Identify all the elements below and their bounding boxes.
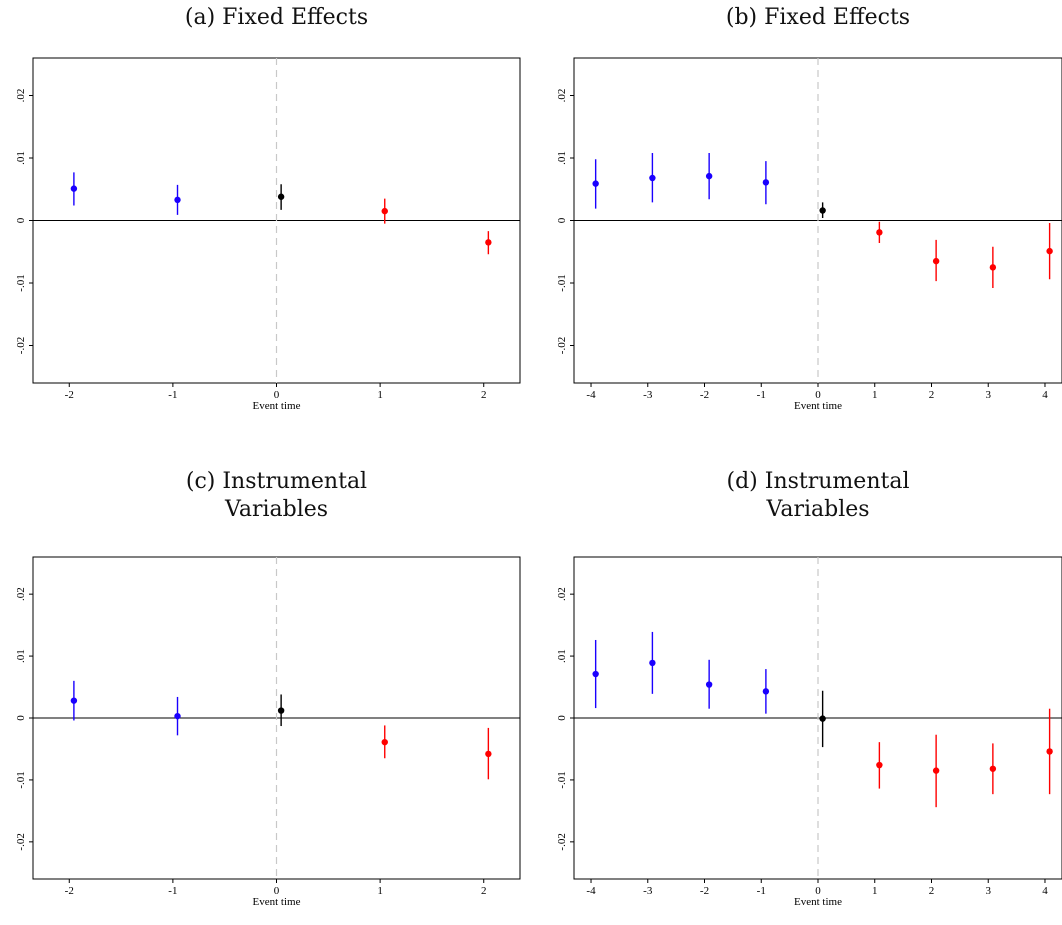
x-axis-label: Event time [253,400,301,412]
point-estimate [932,257,940,265]
point-estimate [649,659,656,667]
x-tick-label: 0 [274,885,280,897]
point-estimate [174,196,181,204]
x-tick-label: -4 [586,389,596,401]
panel-c: -.02 -.01 0 .01 .02 -2 -1 0 1 2 Event time [15,556,521,908]
point-estimate [174,712,181,720]
point-estimate [381,738,388,746]
y-tick-label: -.01 [15,771,27,788]
point-estimate [277,707,285,714]
point-estimate [819,207,826,214]
x-tick-label: 1 [872,885,878,897]
x-tick-label: 0 [815,389,821,401]
y-tick-label: .02 [556,89,568,103]
x-tick-label: -3 [643,885,653,897]
x-tick-label: -3 [643,389,653,401]
y-tick-label: -.01 [556,771,568,788]
y-tick-label: .01 [556,649,568,663]
point-estimate [876,229,883,236]
point-estimate [592,180,599,187]
x-tick-label: 2 [481,885,487,897]
y-tick-label: .01 [15,151,27,165]
y-tick-label: 0 [15,715,27,721]
point-estimate [876,761,883,769]
x-tick-label: 4 [1042,885,1048,897]
y-tick-label: -.02 [556,337,568,354]
x-tick-label: 3 [985,389,991,401]
y-tick-label: -.02 [15,337,27,354]
y-tick-label: 0 [556,217,568,223]
x-tick-label: 1 [377,389,383,401]
point-estimate [1046,247,1053,255]
point-estimate [705,172,713,180]
point-estimate [70,697,78,704]
x-tick-label: 1 [872,389,878,401]
x-tick-label: 4 [1042,389,1048,401]
y-tick-label: .02 [15,587,27,601]
y-tick-label: .02 [556,587,568,601]
x-axis-label: Event time [253,896,301,908]
y-tick-label: .02 [15,89,27,103]
x-tick-label: -1 [168,885,177,897]
y-tick-label: -.02 [556,833,568,850]
y-tick-label: -.01 [15,274,27,291]
panel-b-title: (b) Fixed Effects [725,5,911,30]
panel-d-title: (d) Instrumental Variables [726,469,910,522]
point-estimate [819,715,826,722]
point-estimate [381,207,388,215]
y-tick-label: -.02 [15,833,27,850]
x-tick-label: -2 [65,885,74,897]
x-tick-label: -1 [757,389,766,401]
point-estimate [649,174,656,182]
panel-d: -.02 -.01 0 .01 .02 -4 -3 -2 -1 0 1 2 3 4 Event time [556,556,1062,908]
y-tick-label: 0 [556,715,568,721]
y-tick-label: 0 [15,217,27,223]
x-tick-label: 0 [274,389,280,401]
point-estimate [485,239,492,246]
x-tick-label: -2 [700,389,709,401]
point-estimate [592,670,599,678]
x-tick-label: 2 [929,389,935,401]
x-tick-label: -4 [586,885,596,897]
point-estimate [705,681,713,688]
x-axis-label: Event time [794,400,842,412]
point-estimate [70,185,78,192]
point-estimate [989,765,997,772]
panel-b: -.02 -.01 0 .01 .02 -4 -3 -2 -1 0 1 2 3 4 Event time [556,57,1062,412]
y-tick-label: .01 [556,151,568,165]
point-estimate [762,179,770,186]
x-tick-label: -1 [757,885,766,897]
point-estimate [762,688,770,695]
point-estimate [989,264,997,271]
x-tick-label: 2 [929,885,935,897]
y-tick-label: .01 [15,649,27,663]
x-tick-label: 2 [481,389,487,401]
x-tick-label: -2 [65,389,74,401]
panel-c-title: (c) Instrumental Variables [185,469,368,522]
panel-a-title: (a) Fixed Effects [184,5,369,30]
x-tick-label: -2 [700,885,709,897]
panel-a: -.02 -.01 0 .01 .02 -2 -1 0 1 2 Event time [15,57,521,412]
point-estimate [277,193,285,200]
y-tick-label: -.01 [556,274,568,291]
point-estimate [932,767,940,774]
point-estimate [485,750,492,758]
x-tick-label: -1 [168,389,177,401]
x-tick-label: 1 [377,885,383,897]
x-tick-label: 3 [985,885,991,897]
point-estimate [1046,748,1053,755]
x-axis-label: Event time [794,896,842,908]
x-tick-label: 0 [815,885,821,897]
